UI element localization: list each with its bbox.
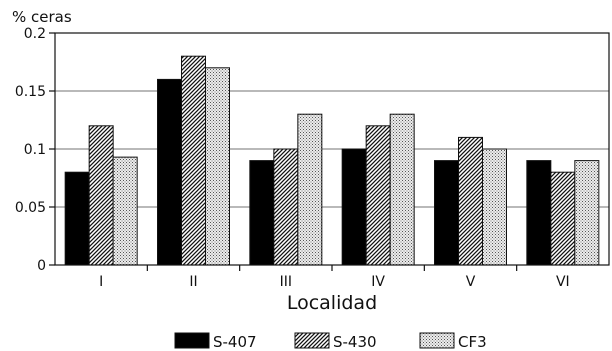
x-tick-label: I: [99, 274, 103, 290]
legend-label-s-407: S-407: [213, 333, 257, 351]
bar-s-430-i: [88, 125, 114, 266]
bar-s-407-v: [434, 160, 459, 266]
bars: [64, 55, 600, 266]
bar-cf3-i: [112, 156, 138, 266]
bar-s-430-v: [458, 136, 483, 266]
legend: S-407 S-430 CF3: [174, 332, 487, 351]
bar-s-407-vi: [526, 160, 552, 266]
legend-swatch-s-407: [174, 332, 210, 349]
x-tick-label: VI: [556, 274, 570, 290]
x-tick-label: III: [280, 274, 292, 290]
bar-cf3-iv: [389, 113, 415, 266]
y-axis-ticks: 0 0.05 0.1 0.15 0.2: [15, 26, 55, 274]
y-tick-label: 0.2: [24, 26, 46, 42]
y-tick-label: 0.05: [15, 200, 46, 216]
bar-s-407-iii: [249, 160, 275, 266]
legend-swatch-s-430: [294, 332, 330, 349]
legend-label-s-430: S-430: [333, 333, 377, 351]
y-axis-title: % ceras: [12, 8, 72, 26]
x-axis-ticks: I II III IV V VI: [99, 265, 570, 290]
bar-cf3-iii: [297, 113, 323, 266]
bar-cf3-v: [482, 148, 507, 266]
x-tick-label: II: [189, 274, 197, 290]
legend-label-cf3: CF3: [458, 333, 487, 351]
legend-swatch-cf3: [419, 332, 455, 349]
gridlines: [55, 90, 609, 208]
bar-s-407-ii: [157, 78, 182, 266]
y-tick-label: 0: [37, 258, 46, 274]
bar-s-430-iii: [273, 148, 299, 266]
bar-s-407-iv: [341, 148, 367, 266]
x-tick-label: V: [466, 274, 476, 290]
bar-s-430-iv: [365, 125, 391, 266]
y-tick-label: 0.15: [15, 84, 46, 100]
bar-s-430-ii: [181, 55, 206, 266]
bar-s-430-vi: [550, 171, 576, 266]
x-axis-title: Localidad: [287, 292, 377, 314]
bar-cf3-ii: [205, 67, 230, 266]
y-tick-label: 0.1: [24, 142, 46, 158]
x-tick-label: IV: [371, 274, 385, 290]
bar-s-407-i: [64, 171, 90, 266]
bar-cf3-vi: [574, 160, 600, 266]
